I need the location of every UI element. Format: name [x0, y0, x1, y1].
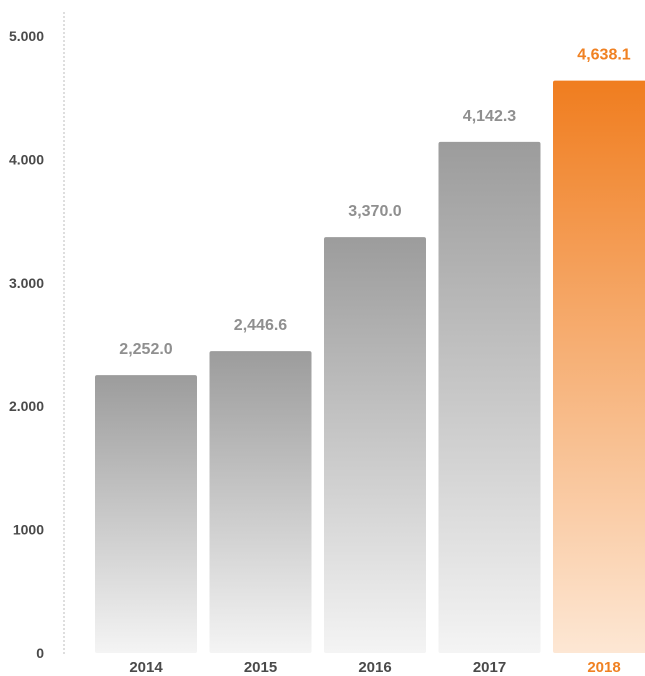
y-tick-label: 0 [36, 645, 44, 661]
data-labels-group: 2,252.0 2,446.6 3,370.0 4,142.3 4,638.1 [119, 47, 630, 358]
x-axis-ticks: 2014 2015 2016 2017 2018 [129, 659, 620, 676]
data-label: 3,370.0 [348, 203, 401, 220]
bar [438, 141, 541, 653]
x-tick-label: 2016 [358, 659, 391, 676]
y-tick-label: 2.000 [9, 398, 44, 414]
y-tick-label: 1000 [13, 522, 44, 538]
data-label: 2,446.6 [234, 317, 287, 334]
bar-highlight [553, 80, 645, 653]
x-tick-label: 2014 [129, 659, 163, 676]
bar [324, 237, 426, 653]
x-tick-label: 2015 [244, 659, 277, 676]
y-tick-label: 3.000 [9, 275, 44, 291]
bar [95, 375, 197, 653]
x-tick-label: 2018 [587, 659, 620, 676]
bar [209, 351, 312, 653]
y-axis-ticks: 0 1000 2.000 3.000 4.000 5.000 [9, 28, 44, 661]
bars-group [95, 80, 645, 653]
y-tick-label: 5.000 [9, 28, 44, 44]
data-label: 4,142.3 [463, 108, 516, 125]
x-tick-label: 2017 [473, 659, 506, 676]
y-tick-label: 4.000 [9, 151, 44, 167]
data-label: 4,638.1 [577, 47, 630, 64]
data-label: 2,252.0 [119, 341, 172, 358]
